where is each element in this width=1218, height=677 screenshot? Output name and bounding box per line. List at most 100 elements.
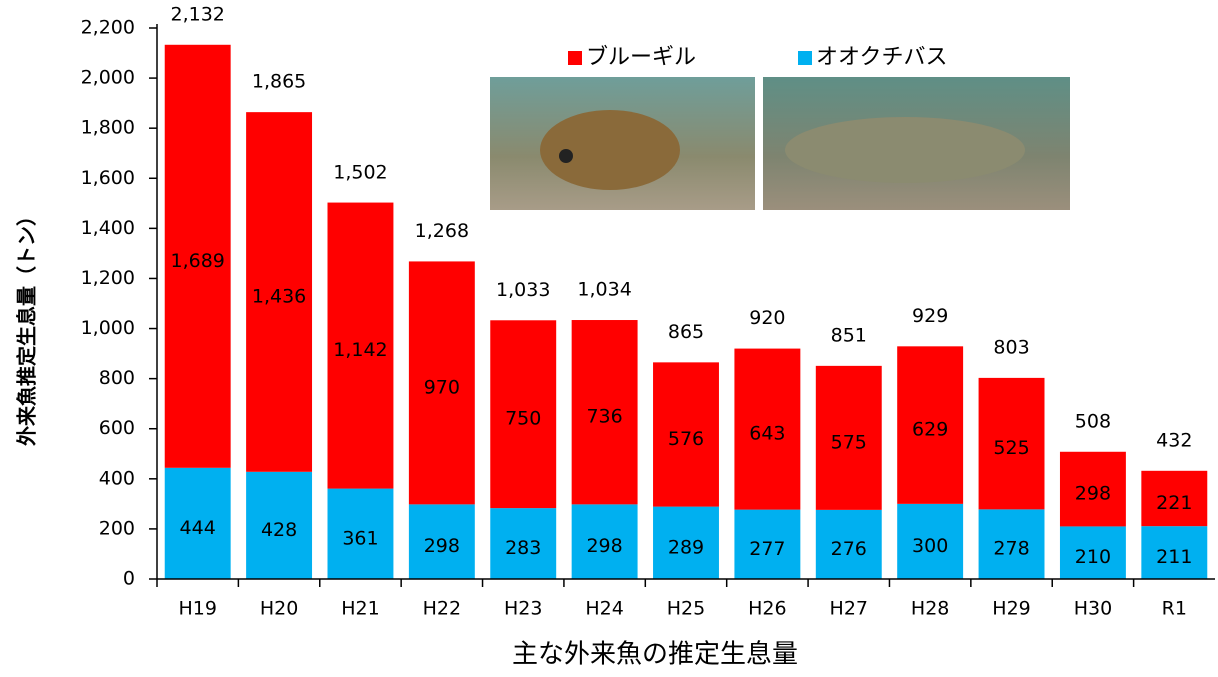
y-tick-label: 2,000: [81, 67, 135, 89]
x-tick-label: H19: [178, 598, 216, 620]
data-label: 276: [831, 538, 867, 560]
bar-segment: [734, 348, 801, 510]
y-tick-label: 1,400: [81, 217, 135, 239]
data-label: 525: [993, 437, 1029, 459]
x-tick-label: H22: [423, 598, 461, 620]
bar-segment: [1141, 470, 1208, 527]
x-tick-label: H26: [748, 598, 786, 620]
data-label: 283: [505, 537, 541, 559]
y-tick-label: 1,000: [81, 317, 135, 339]
bar-segment: [1059, 451, 1126, 527]
total-label: 508: [1075, 410, 1111, 432]
bar-segment: [490, 508, 557, 579]
total-label: 929: [912, 305, 948, 327]
data-label: 643: [749, 423, 785, 445]
data-label: 576: [668, 428, 704, 450]
total-label: 2,132: [170, 4, 224, 26]
legend-label: ブルーギル: [586, 45, 696, 70]
bar-segment: [815, 365, 882, 510]
x-tick-label: H30: [1074, 598, 1112, 620]
y-tick-label: 600: [99, 417, 135, 439]
x-tick-label: H25: [667, 598, 705, 620]
bar-segment: [571, 504, 638, 579]
data-label: 211: [1156, 546, 1192, 568]
data-label: 428: [261, 519, 297, 541]
legend-label: オオクチバス: [816, 45, 948, 70]
y-tick-label: 0: [123, 568, 135, 590]
x-tick-label: H21: [341, 598, 379, 620]
y-tick-label: 1,800: [81, 117, 135, 139]
bar-segment: [246, 112, 313, 472]
bar-segment: [327, 488, 394, 579]
x-tick-label: R1: [1162, 598, 1187, 620]
bar-segment: [408, 261, 475, 505]
bar-segment: [246, 471, 313, 579]
data-label: 298: [1075, 483, 1111, 505]
bar-segment: [327, 202, 394, 489]
legend-swatch: [568, 51, 582, 65]
data-label: 361: [342, 527, 378, 549]
total-label: 1,865: [252, 70, 306, 92]
bar-segment: [164, 44, 231, 468]
x-tick-label: H23: [504, 598, 542, 620]
x-tick-label: H20: [260, 598, 298, 620]
x-tick-label: H28: [911, 598, 949, 620]
data-label: 575: [831, 431, 867, 453]
y-tick-label: 800: [99, 367, 135, 389]
data-label: 629: [912, 419, 948, 441]
total-label: 851: [831, 324, 867, 346]
y-axis-label: 外来魚推定生息量（トン）: [15, 206, 39, 446]
y-tick-label: 1,200: [81, 267, 135, 289]
bar-segment: [815, 509, 882, 579]
legend-swatch: [798, 51, 812, 65]
bar-segment: [978, 509, 1045, 579]
data-label: 736: [586, 406, 622, 428]
total-label: 803: [993, 336, 1029, 358]
x-tick-label: H27: [830, 598, 868, 620]
y-tick-label: 1,600: [81, 167, 135, 189]
y-tick-label: 400: [99, 467, 135, 489]
x-tick-label: H29: [992, 598, 1030, 620]
y-tick-label: 200: [99, 517, 135, 539]
data-label: 300: [912, 535, 948, 557]
data-label: 1,436: [252, 285, 306, 307]
bar-segment: [1141, 526, 1208, 579]
bar-segment: [978, 377, 1045, 510]
bar-segment: [734, 509, 801, 579]
bar-segment: [1059, 526, 1126, 579]
photo-largemouth-bass: [763, 77, 1070, 210]
data-label: 1,142: [333, 339, 387, 361]
data-label: 278: [993, 538, 1029, 560]
bar-segment: [571, 320, 638, 505]
bar-segment: [164, 467, 231, 579]
bar-segment: [490, 320, 557, 509]
data-label: 221: [1156, 492, 1192, 514]
total-label: 920: [749, 307, 785, 329]
data-label: 289: [668, 536, 704, 558]
data-label: 750: [505, 408, 541, 430]
bar-segment: [653, 362, 719, 507]
data-label: 970: [424, 376, 460, 398]
bar-segment: [408, 504, 475, 579]
data-label: 444: [180, 517, 216, 539]
bar-segment: [897, 346, 964, 504]
data-label: 210: [1075, 546, 1111, 568]
data-label: 298: [424, 535, 460, 557]
x-tick-label: H24: [585, 598, 623, 620]
total-label: 1,268: [415, 220, 469, 242]
bar-segment: [897, 503, 964, 579]
total-label: 432: [1156, 429, 1192, 451]
total-label: 1,034: [577, 279, 631, 301]
photo-bluegill: [490, 77, 755, 210]
total-label: 1,033: [496, 279, 550, 301]
data-label: 277: [749, 538, 785, 560]
chart-title: 主な外来魚の推定生息量: [512, 640, 798, 670]
total-label: 865: [668, 321, 704, 343]
total-label: 1,502: [333, 161, 387, 183]
bar-segment: [653, 506, 719, 579]
data-label: 298: [586, 535, 622, 557]
data-label: 1,689: [170, 250, 224, 272]
y-tick-label: 2,200: [81, 17, 135, 39]
